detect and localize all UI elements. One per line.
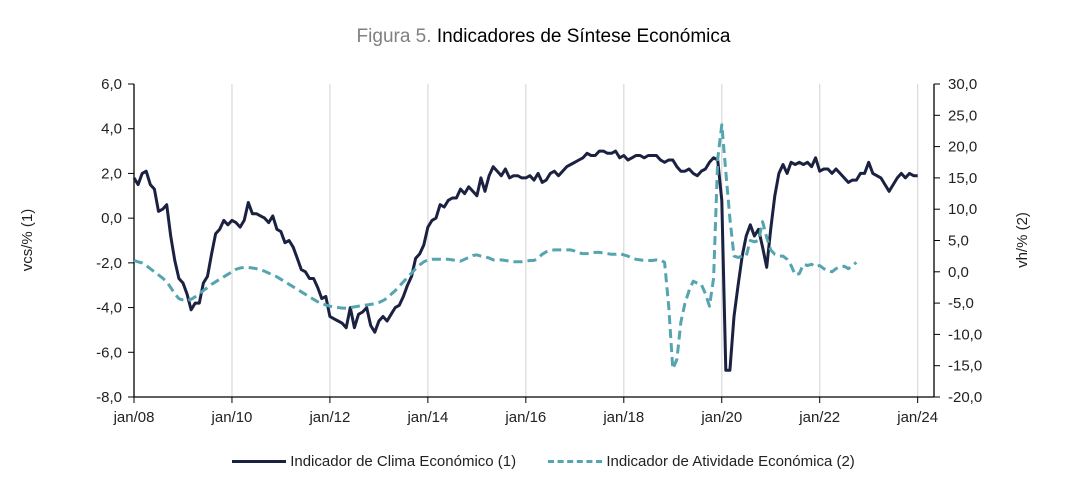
y-tick-label-left: -8,0	[96, 389, 122, 406]
gridlines	[231, 84, 919, 397]
x-tick-label: jan/16	[504, 409, 546, 426]
y-tick-label-right: 5,0	[948, 233, 969, 250]
y-axis-label-right: vh/% (2)	[1014, 212, 1031, 268]
x-tick-label: jan/12	[308, 409, 350, 426]
x-tick-label: jan/22	[798, 409, 840, 426]
y-tick-label-right: -15,0	[948, 358, 982, 375]
y-tick-label-left: 6,0	[101, 76, 122, 93]
x-tick-label: jan/14	[406, 409, 448, 426]
x-tick-label: jan/08	[113, 409, 155, 426]
y-tick-label-right: 15,0	[948, 170, 977, 187]
y-tick-label-right: 30,0	[948, 76, 977, 93]
y-tick-label-right: 20,0	[948, 139, 977, 156]
y-tick-label-left: 4,0	[101, 121, 122, 138]
y-axis-label-left: vcs/% (1)	[19, 209, 36, 272]
y-tick-label-left: 0,0	[101, 210, 122, 227]
legend-label-atividade: Indicador de Atividade Económica (2)	[606, 453, 855, 470]
series-line-atividade	[133, 123, 858, 371]
legend-item-clima: Indicador de Clima Económico (1)	[232, 453, 516, 470]
title-text: Indicadores de Síntese Económica	[436, 26, 731, 47]
legend: Indicador de Clima Económico (1) Indicad…	[0, 450, 1087, 470]
tick-labels: jan/08 jan/10 jan/12 jan/14 jan/16 jan/18 jan/…	[96, 76, 982, 426]
y-tick-label-right: 10,0	[948, 201, 977, 218]
axes	[128, 83, 940, 403]
y-tick-label-left: -4,0	[96, 300, 122, 317]
y-tick-label-right: 0,0	[948, 264, 969, 281]
y-tick-label-right: 25,0	[948, 107, 977, 124]
y-tick-label-right: -5,0	[948, 295, 974, 312]
y-tick-label-right: -10,0	[948, 326, 982, 343]
legend-item-atividade: Indicador de Atividade Económica (2)	[548, 453, 855, 470]
y-tick-label-left: -6,0	[96, 344, 122, 361]
y-tick-label-right: -20,0	[948, 389, 982, 406]
legend-label-clima: Indicador de Clima Económico (1)	[290, 453, 517, 470]
y-tick-label-left: 2,0	[101, 165, 122, 182]
figure-number: Figura 5.	[356, 26, 432, 47]
series-line-clima	[132, 149, 918, 372]
y-tick-label-left: -2,0	[96, 255, 122, 272]
x-tick-label: jan/24	[896, 409, 938, 426]
x-tick-label: jan/18	[602, 409, 644, 426]
x-tick-label: jan/20	[700, 409, 742, 426]
series-layer	[132, 123, 918, 372]
x-tick-label: jan/10	[211, 409, 253, 426]
legend-swatch-dashed	[548, 460, 603, 463]
chart-title: Figura 5. Indicadores de Síntese Económi…	[0, 26, 1087, 48]
legend-swatch-solid	[232, 460, 287, 463]
